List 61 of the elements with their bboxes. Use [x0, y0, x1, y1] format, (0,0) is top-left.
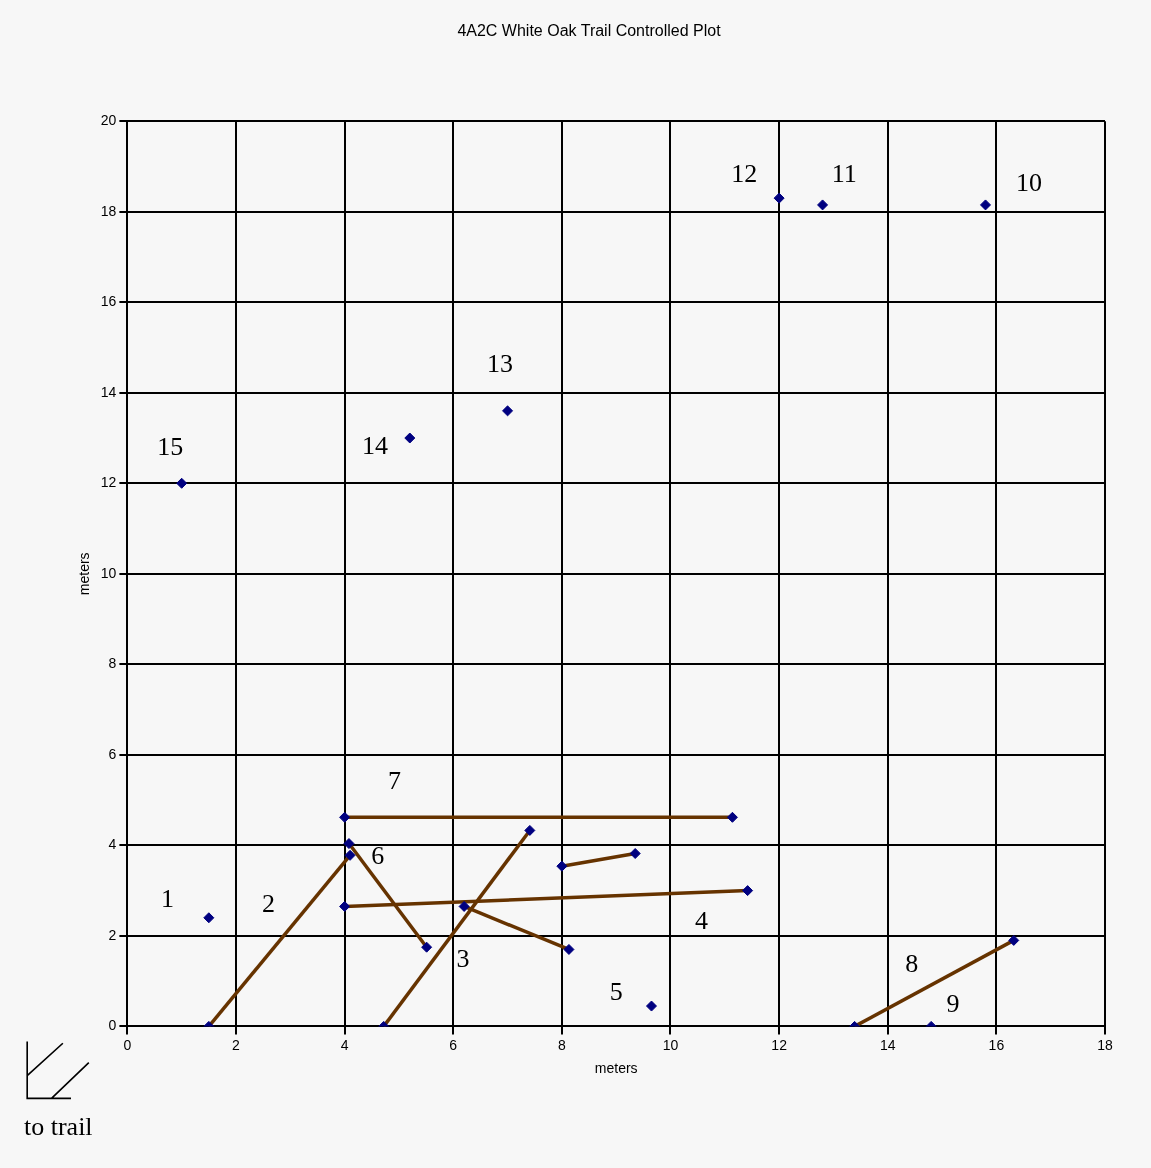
x-tick-label: 4 — [340, 1036, 349, 1053]
y-tick-label: 16 — [100, 293, 117, 310]
y-tick-label: 20 — [100, 112, 117, 129]
y-tick-label: 2 — [108, 926, 117, 943]
point — [1008, 934, 1020, 946]
point — [742, 885, 754, 897]
point — [629, 848, 641, 860]
point — [344, 849, 356, 861]
y-tick-label: 6 — [108, 745, 117, 762]
annotation: 13 — [486, 349, 513, 379]
y-tick-label: 18 — [100, 202, 117, 219]
point — [458, 900, 470, 912]
point — [343, 838, 355, 850]
y-tick-label: 12 — [100, 474, 117, 491]
point — [773, 192, 785, 204]
annotation: 7 — [388, 766, 402, 796]
y-tick-label: 4 — [108, 836, 117, 853]
point — [339, 900, 351, 912]
annotation: 5 — [609, 977, 623, 1007]
point — [556, 860, 568, 872]
annotation: 15 — [157, 432, 184, 462]
annotation: 3 — [456, 944, 470, 974]
annotation: 12 — [731, 159, 758, 189]
annotation: 2 — [262, 889, 276, 919]
point — [524, 824, 536, 836]
point — [502, 405, 514, 417]
y-tick-label: 10 — [100, 564, 117, 581]
annotation: 11 — [831, 159, 857, 189]
point — [339, 811, 351, 823]
point — [563, 943, 575, 955]
x-tick-label: 2 — [232, 1036, 241, 1053]
point — [176, 477, 188, 489]
x-tick-label: 14 — [879, 1036, 896, 1053]
y-tick-label: 8 — [108, 655, 117, 672]
annotation: 10 — [1015, 168, 1042, 198]
y-tick-label: 14 — [100, 383, 117, 400]
x-tick-label: 10 — [662, 1036, 679, 1053]
annotation: 8 — [905, 949, 919, 979]
point — [980, 199, 992, 211]
point — [203, 912, 215, 924]
point — [817, 199, 829, 211]
chart-title: 4A2C White Oak Trail Controlled Plot — [457, 22, 722, 40]
point — [404, 432, 416, 444]
x-tick-label: 16 — [988, 1036, 1005, 1053]
annotation: 4 — [694, 906, 708, 936]
annotation: 14 — [362, 430, 389, 460]
point — [421, 941, 433, 953]
y-tick-label: 0 — [108, 1017, 117, 1034]
x-axis-title: meters — [594, 1060, 638, 1077]
x-tick-label: 6 — [449, 1036, 458, 1053]
annotation: 6 — [371, 841, 385, 871]
y-axis-title: meters — [76, 552, 93, 596]
x-tick-label: 18 — [1097, 1036, 1113, 1053]
x-tick-label: 0 — [123, 1036, 132, 1053]
x-tick-label: 8 — [557, 1036, 566, 1053]
annotation: 9 — [946, 989, 960, 1019]
point — [726, 811, 738, 823]
x-tick-label: 12 — [771, 1036, 788, 1053]
point — [645, 1000, 657, 1012]
annotation: 1 — [161, 884, 175, 914]
text: to trail — [24, 1112, 93, 1142]
